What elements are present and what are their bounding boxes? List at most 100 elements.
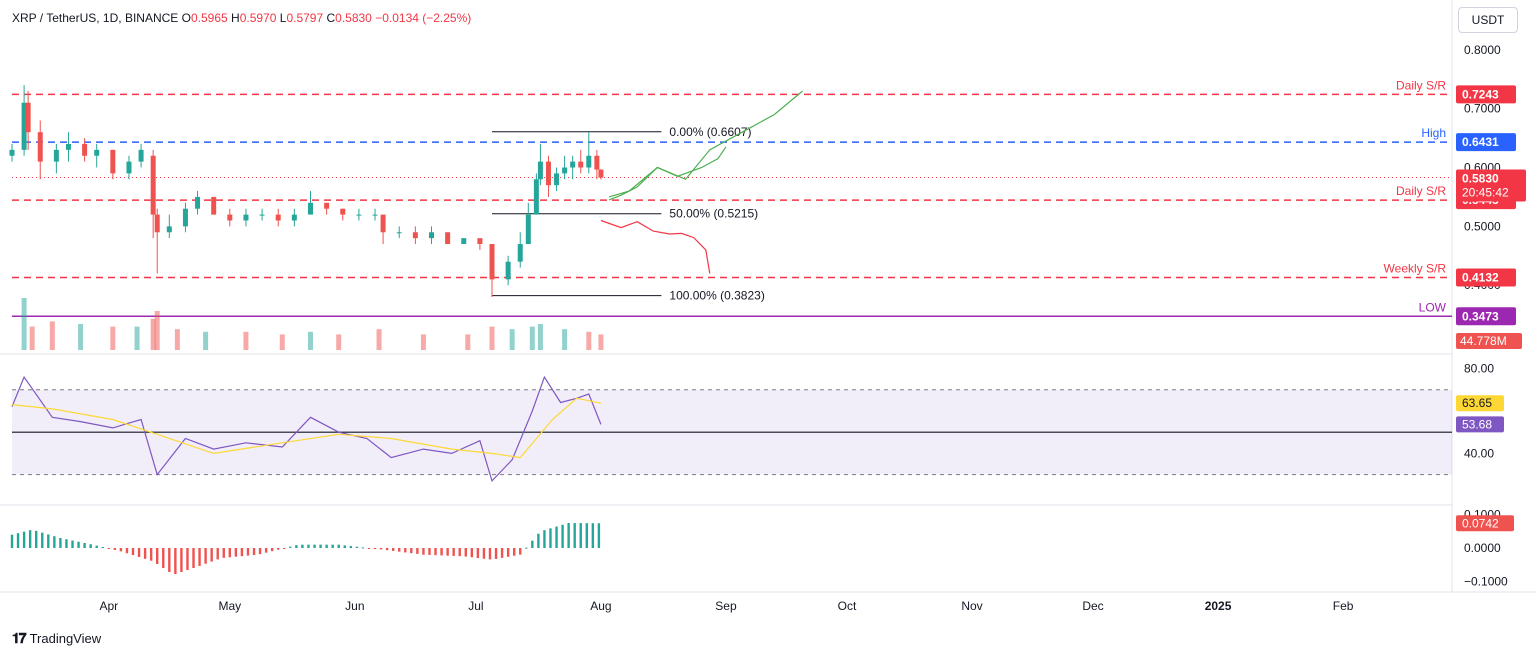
candle-body bbox=[37, 132, 43, 162]
macd-histogram-bar bbox=[107, 548, 111, 549]
current-price-tag bbox=[1456, 169, 1526, 202]
currency-button[interactable]: USDT bbox=[1458, 7, 1518, 33]
candle-body bbox=[586, 155, 592, 168]
macd-histogram-bar bbox=[343, 545, 346, 548]
macd-histogram-bar bbox=[277, 548, 280, 550]
macd-histogram-bar bbox=[270, 548, 274, 552]
macd-histogram-bar bbox=[59, 538, 62, 548]
volume-bar bbox=[586, 331, 592, 350]
macd-histogram-bar bbox=[119, 548, 123, 552]
macd-histogram-bar bbox=[519, 548, 522, 555]
macd-histogram-bar bbox=[216, 548, 219, 560]
candle-body bbox=[545, 161, 551, 186]
volume-bar bbox=[78, 324, 84, 350]
macd-histogram-bar bbox=[240, 548, 244, 557]
volume-bar bbox=[307, 331, 313, 350]
candle-body bbox=[517, 244, 523, 262]
macd-histogram-bar bbox=[71, 540, 74, 548]
candle-body bbox=[533, 179, 539, 215]
macd-histogram-bar bbox=[264, 548, 268, 553]
level-price-value: 0.4132 bbox=[1462, 270, 1499, 284]
macd-histogram-bar bbox=[404, 548, 407, 553]
rsi-ma-value: 63.65 bbox=[1462, 396, 1492, 410]
projection-path bbox=[608, 90, 803, 198]
macd-histogram-bar bbox=[22, 531, 26, 548]
macd-histogram-bar bbox=[295, 545, 298, 548]
macd-histogram-bar bbox=[137, 548, 141, 557]
macd-histogram-bar bbox=[494, 548, 498, 559]
time-axis-tick: Aug bbox=[590, 599, 611, 613]
candle-body bbox=[126, 161, 132, 174]
time-axis-tick: Apr bbox=[99, 599, 118, 613]
volume-bar bbox=[154, 311, 160, 350]
macd-histogram-bar bbox=[168, 548, 171, 572]
candle-body bbox=[291, 214, 297, 221]
candle-body bbox=[396, 232, 402, 234]
change-value: −0.0134 (−2.25%) bbox=[375, 11, 472, 25]
macd-histogram-bar bbox=[476, 548, 480, 558]
macd-histogram-bar bbox=[537, 533, 540, 548]
macd-histogram-bar bbox=[113, 548, 117, 550]
candle-body bbox=[570, 161, 576, 168]
volume-bar bbox=[509, 329, 515, 350]
level-label: Weekly S/R bbox=[1384, 261, 1447, 275]
candle-body bbox=[554, 173, 560, 186]
macd-histogram-bar bbox=[186, 548, 189, 570]
time-axis-tick: Sep bbox=[715, 599, 737, 613]
candle-body bbox=[578, 161, 584, 168]
candle-body bbox=[412, 232, 418, 239]
rsi-value-tag bbox=[1456, 416, 1504, 433]
macd-histogram-bar bbox=[500, 548, 504, 558]
projection-path bbox=[608, 146, 727, 201]
candle-body bbox=[243, 214, 249, 221]
close-value: 0.5830 bbox=[335, 11, 372, 25]
volume-bar bbox=[29, 326, 35, 350]
candle-body bbox=[182, 208, 188, 227]
volume-bar bbox=[203, 331, 209, 350]
symbol-title: XRP / TetherUS, 1D, BINANCE bbox=[12, 11, 179, 25]
volume-bar bbox=[465, 334, 471, 350]
macd-histogram-bar bbox=[289, 546, 292, 548]
macd-histogram-bar bbox=[149, 548, 153, 561]
candle-body bbox=[150, 155, 156, 215]
macd-histogram-bar bbox=[337, 544, 340, 548]
candle-body bbox=[461, 238, 467, 245]
time-axis-tick: Nov bbox=[961, 599, 982, 613]
candle-body bbox=[324, 202, 330, 209]
close-label: C bbox=[326, 11, 336, 25]
macd-histogram-bar bbox=[349, 546, 353, 548]
macd-histogram-bar bbox=[458, 548, 461, 557]
macd-histogram-bar bbox=[446, 548, 449, 556]
macd-histogram-bar bbox=[16, 533, 20, 548]
candle-body bbox=[275, 214, 281, 221]
macd-histogram-bar bbox=[131, 548, 135, 556]
macd-histogram-bar bbox=[355, 546, 359, 548]
macd-histogram-bar bbox=[531, 540, 534, 548]
candle-body bbox=[82, 143, 88, 156]
candle-body bbox=[195, 196, 201, 209]
candle-body bbox=[356, 214, 362, 216]
level-price-value: 0.7243 bbox=[1462, 87, 1499, 101]
macd-histogram-bar bbox=[543, 530, 546, 548]
macd-histogram-bar bbox=[325, 544, 328, 548]
candle-body bbox=[25, 102, 31, 133]
macd-histogram-bar bbox=[585, 523, 588, 548]
level-label: LOW bbox=[1419, 300, 1447, 314]
macd-histogram-bar bbox=[77, 541, 80, 548]
macd-histogram-bar bbox=[512, 548, 516, 556]
macd-histogram-bar bbox=[210, 548, 213, 562]
macd-histogram-bar bbox=[410, 548, 413, 554]
high-label: H bbox=[231, 11, 240, 25]
macd-histogram-bar bbox=[440, 548, 443, 556]
macd-histogram-bar bbox=[174, 548, 177, 574]
macd-histogram-bar bbox=[391, 548, 395, 551]
bar-countdown: 20:45:42 bbox=[1462, 186, 1509, 200]
volume-bar bbox=[562, 329, 568, 350]
candle-body bbox=[598, 169, 604, 178]
macd-histogram-bar bbox=[246, 548, 250, 556]
candle-body bbox=[489, 244, 495, 280]
rsi-axis-tick: 40.00 bbox=[1464, 446, 1494, 460]
tradingview-branding[interactable]: 𝟏𝟕 TradingView bbox=[12, 630, 101, 647]
macd-histogram-bar bbox=[125, 548, 129, 554]
